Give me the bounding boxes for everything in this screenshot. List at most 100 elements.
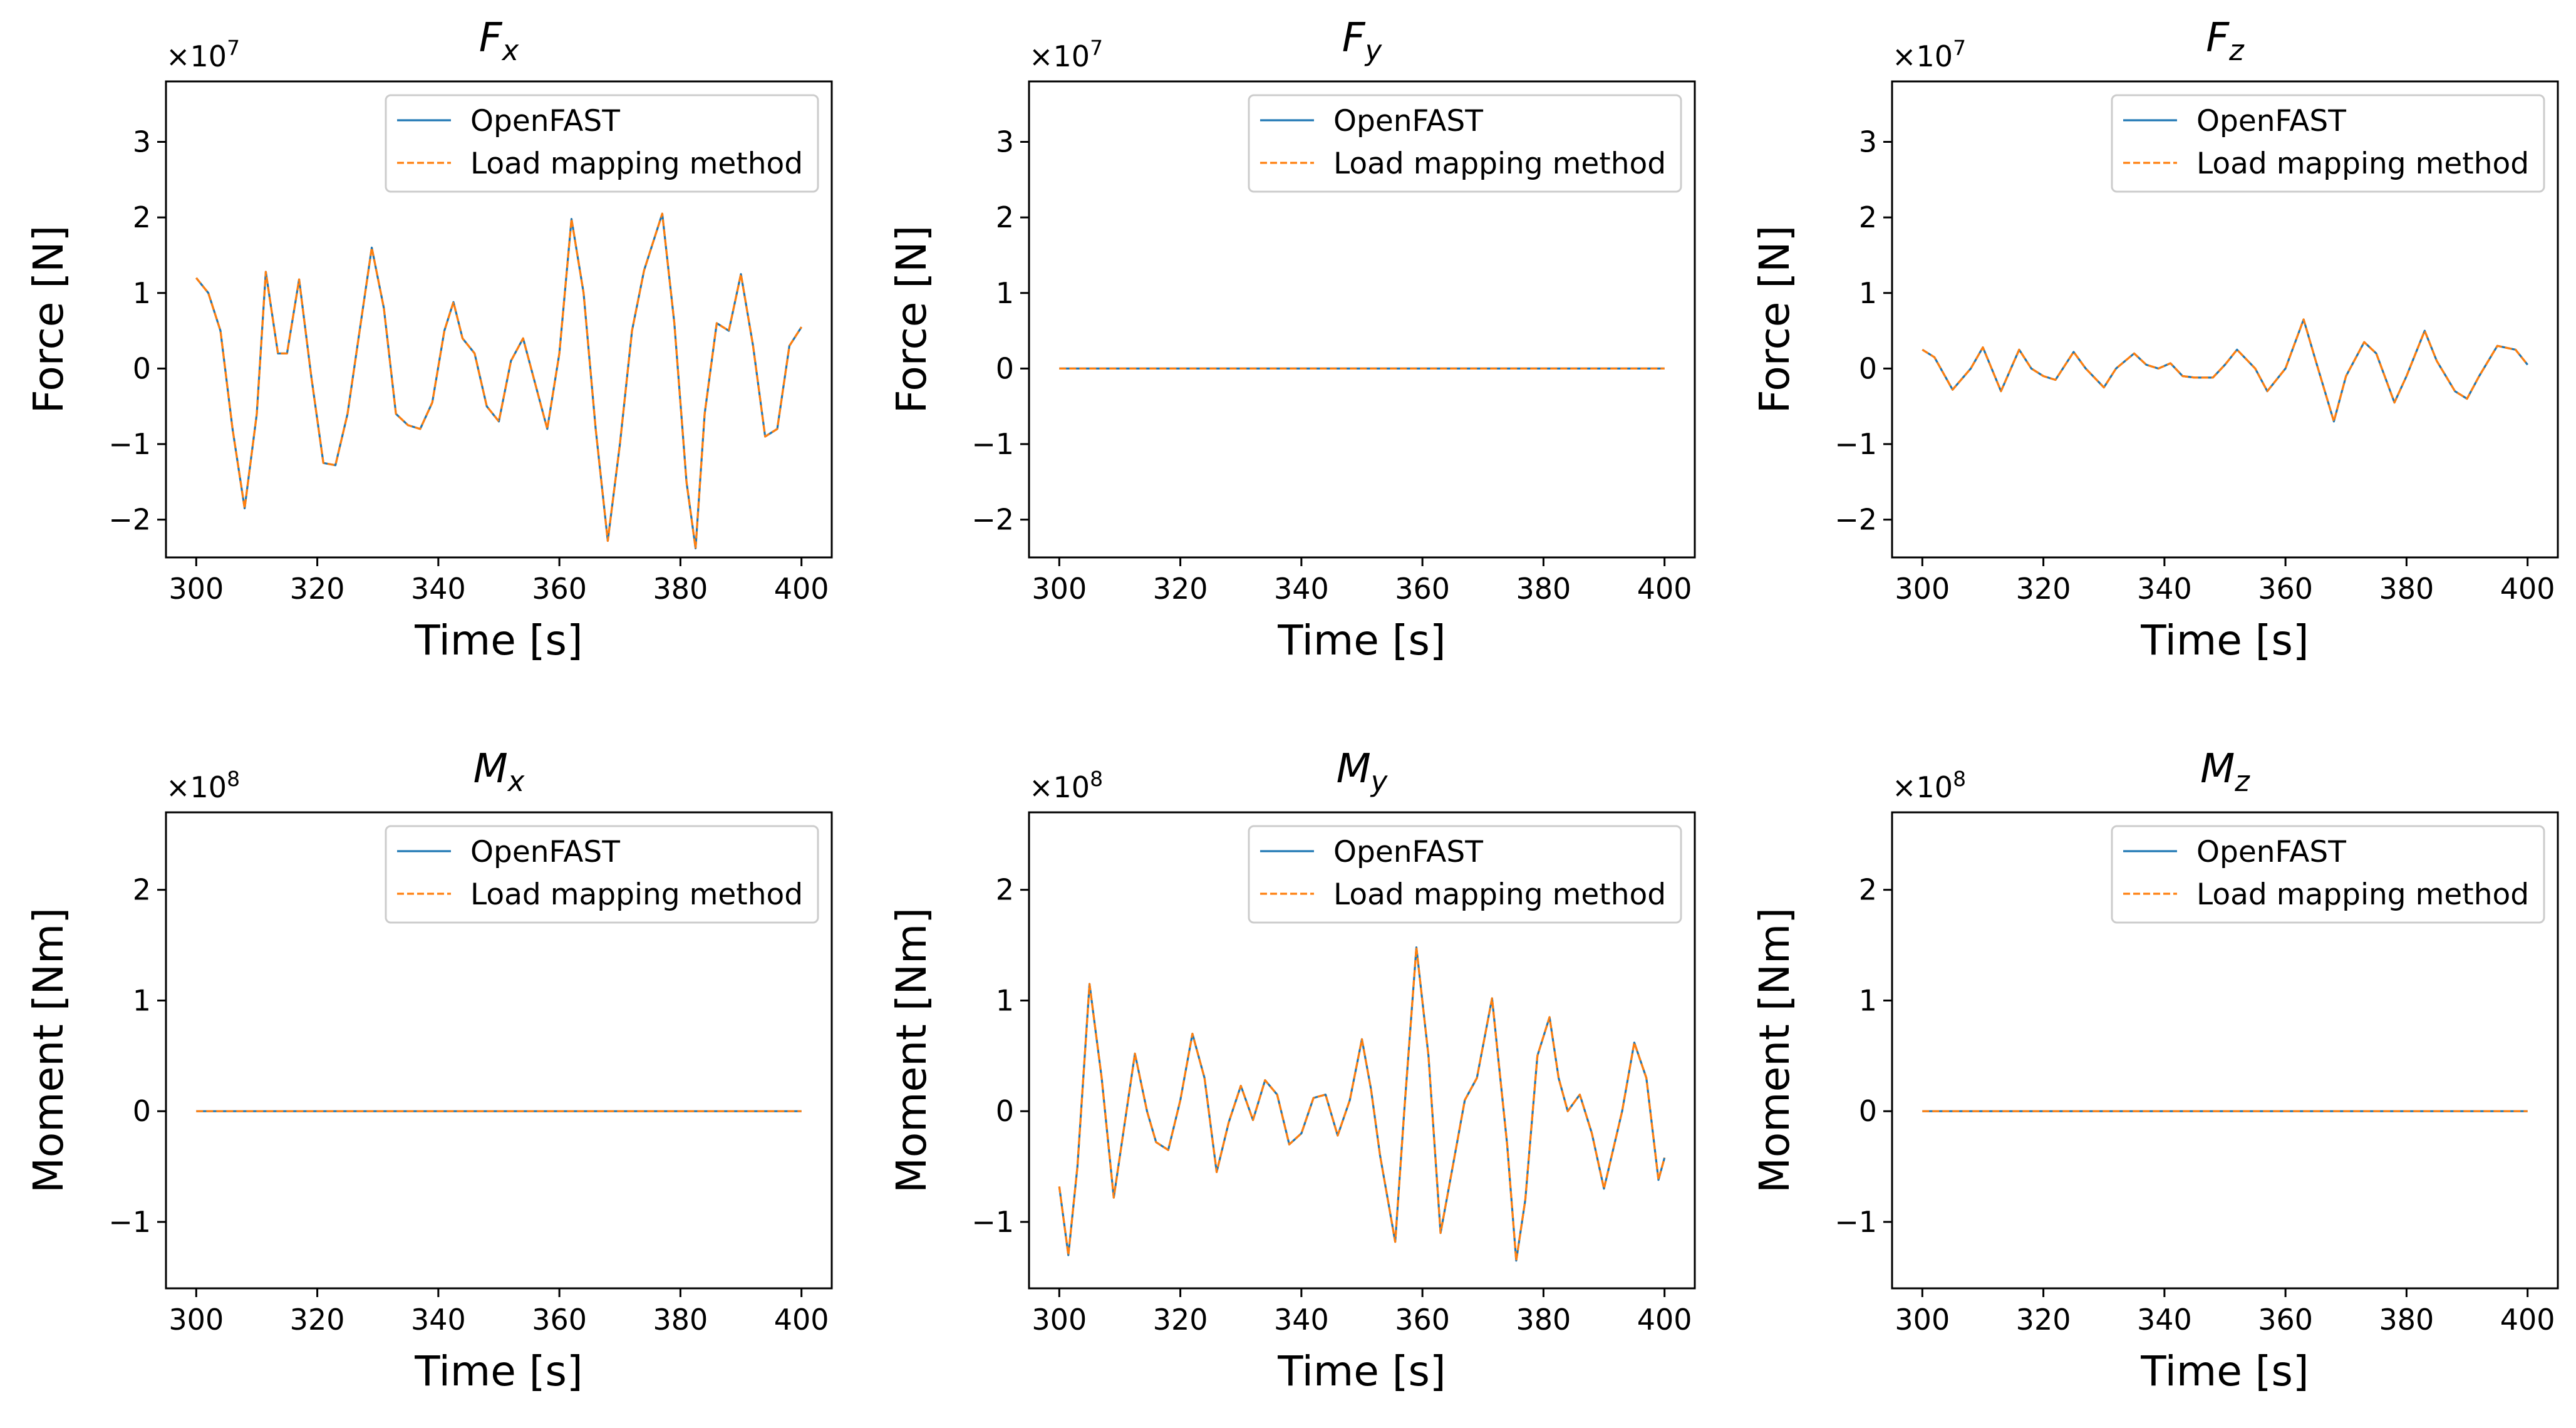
- y-tick-label: 0: [133, 351, 151, 385]
- x-axis-label: Time [s]: [414, 616, 582, 665]
- data-lines: [195, 212, 803, 550]
- exponent-label: ×108: [1892, 767, 1966, 804]
- legend-box: [1248, 94, 1682, 193]
- y-tick-label: −1: [108, 427, 151, 461]
- x-axis-label: Time [s]: [1277, 616, 1446, 665]
- legend: OpenFAST Load mapping method: [2111, 825, 2545, 924]
- x-tick-label: 380: [1516, 572, 1571, 606]
- subplot-Mz: 300 320 340 360 380 400 −1 0 1 2 Time [s] Moment [N…: [1751, 746, 2559, 1395]
- x-tick-label: 400: [1637, 572, 1692, 606]
- y-tick-label: 2: [996, 873, 1014, 907]
- subplot-title: Mz: [2200, 746, 2250, 798]
- subplot-title: My: [1337, 746, 1389, 798]
- axes-frame: [1028, 811, 1696, 1290]
- axes-frame: [1891, 811, 2559, 1290]
- exponent-label: ×108: [166, 767, 240, 804]
- x-tick-label: 360: [532, 1303, 587, 1337]
- legend: OpenFAST Load mapping method: [385, 825, 819, 924]
- y-tick-label: 1: [996, 983, 1014, 1017]
- x-axis-label: Time [s]: [414, 1347, 582, 1395]
- y-tick-label: 1: [1859, 983, 1877, 1017]
- legend: OpenFAST Load mapping method: [1248, 825, 1682, 924]
- legend: OpenFAST Load mapping method: [385, 94, 819, 193]
- legend-label: Load mapping method: [470, 147, 803, 181]
- exponent-label: ×107: [166, 36, 240, 73]
- x-tick-label: 320: [2016, 1303, 2071, 1337]
- series-line-load-mapping: [1058, 946, 1666, 1262]
- series-line-load-mapping: [1922, 318, 2528, 423]
- legend-label: Load mapping method: [470, 877, 803, 912]
- legend-label: Load mapping method: [1333, 877, 1666, 912]
- data-lines: [1922, 318, 2528, 423]
- legend-box: [1248, 825, 1682, 924]
- legend-box: [2111, 825, 2545, 924]
- y-tick-label: −2: [971, 503, 1014, 537]
- legend-label: Load mapping method: [1333, 147, 1666, 181]
- legend-box: [385, 94, 819, 193]
- subplot-title: Fx: [479, 15, 519, 67]
- axes-frame: [165, 811, 833, 1290]
- x-tick-label: 380: [653, 572, 708, 606]
- y-tick-label: −1: [1834, 1205, 1877, 1239]
- x-tick-label: 340: [2137, 1303, 2192, 1337]
- exponent-label: ×107: [1892, 36, 1966, 73]
- axes-frame: [165, 80, 833, 559]
- y-tick-label: 3: [996, 125, 1014, 159]
- x-tick-label: 360: [2258, 572, 2313, 606]
- x-tick-label: 340: [2137, 572, 2192, 606]
- exponent-label: ×107: [1029, 36, 1103, 73]
- x-tick-label: 300: [1895, 572, 1950, 606]
- x-tick-label: 400: [1637, 1303, 1692, 1337]
- y-tick-label: 0: [1859, 351, 1877, 385]
- y-tick-label: 2: [133, 873, 151, 907]
- y-axis-label: Force [N]: [887, 225, 936, 413]
- subplot-Mx: 300 320 340 360 380 400 −1 0 1 2 Time [s] Moment [N…: [24, 746, 833, 1395]
- x-tick-label: 320: [290, 572, 345, 606]
- y-tick-label: 0: [996, 351, 1014, 385]
- axes-frame: [1028, 80, 1696, 559]
- x-tick-label: 360: [532, 572, 587, 606]
- x-axis-label: Time [s]: [2140, 616, 2309, 665]
- x-tick-label: 380: [2379, 572, 2434, 606]
- subplot-title: Fz: [2206, 15, 2245, 67]
- subplot-title: Fy: [1342, 15, 1383, 67]
- x-tick-label: 320: [2016, 572, 2071, 606]
- subplot-My: 300 320 340 360 380 400 −1 0 1 2 Time [s] Moment [N…: [887, 746, 1696, 1395]
- x-tick-label: 320: [1153, 1303, 1208, 1337]
- x-axis-label: Time [s]: [1277, 1347, 1446, 1395]
- legend-label: Load mapping method: [2196, 147, 2529, 181]
- legend-label: Load mapping method: [2196, 877, 2529, 912]
- axes-frame: [1891, 80, 2559, 559]
- exponent-label: ×108: [1029, 767, 1103, 804]
- y-axis-label: Force [N]: [1751, 225, 1799, 413]
- y-tick-label: −2: [108, 503, 151, 537]
- x-tick-label: 400: [2500, 1303, 2555, 1337]
- legend-label: OpenFAST: [470, 104, 620, 138]
- x-tick-label: 360: [1395, 1303, 1450, 1337]
- x-tick-label: 360: [1395, 572, 1450, 606]
- legend-box: [2111, 94, 2545, 193]
- series-line-openfast: [1922, 318, 2528, 423]
- series-line-openfast: [195, 212, 803, 550]
- y-tick-label: 0: [996, 1094, 1014, 1128]
- y-axis-label: Force [N]: [24, 225, 73, 413]
- x-tick-label: 300: [1032, 572, 1087, 606]
- legend-label: OpenFAST: [1333, 104, 1483, 138]
- subplot-Fy: 300 320 340 360 380 400 −2 −1 0 1 2 3 Time [s] Force …: [887, 15, 1696, 665]
- y-tick-label: −1: [108, 1205, 151, 1239]
- y-tick-label: 3: [133, 125, 151, 159]
- x-tick-label: 400: [774, 1303, 829, 1337]
- y-tick-label: −1: [971, 427, 1014, 461]
- y-tick-label: −2: [1834, 503, 1877, 537]
- x-tick-label: 320: [1153, 572, 1208, 606]
- x-tick-label: 300: [1032, 1303, 1087, 1337]
- x-tick-label: 300: [1895, 1303, 1950, 1337]
- x-tick-label: 340: [411, 572, 466, 606]
- y-tick-label: 0: [133, 1094, 151, 1128]
- x-tick-label: 380: [2379, 1303, 2434, 1337]
- y-tick-label: 2: [1859, 200, 1877, 234]
- subplot-title: Mx: [473, 746, 525, 798]
- legend-label: OpenFAST: [2196, 835, 2346, 869]
- x-tick-label: 320: [290, 1303, 345, 1337]
